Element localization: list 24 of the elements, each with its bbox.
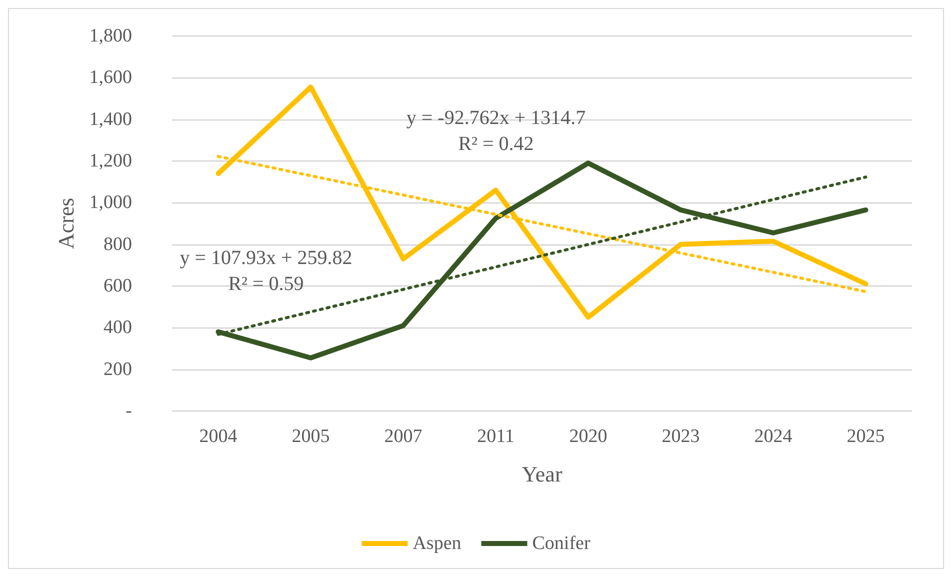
y-tick-label: 600: [104, 276, 132, 296]
x-tick-label: 2020: [569, 426, 608, 447]
x-tick-label: 2007: [384, 426, 422, 447]
annotation: y = 107.93x + 259.82 R² = 0.59: [180, 247, 352, 295]
annotation: y = -92.762x + 1314.7 R² = 0.42: [406, 107, 586, 155]
x-tick-label: 2025: [846, 426, 885, 447]
legend-label: Aspen: [412, 533, 462, 554]
x-tick-label: 2005: [292, 426, 330, 447]
x-tick-label: 2004: [199, 426, 238, 447]
y-tick-label: 1,000: [89, 192, 132, 214]
y-tick-label: 800: [104, 234, 132, 255]
y-tick-label: 1,400: [89, 108, 132, 130]
y-tick-label: 400: [104, 317, 132, 338]
y-tick-label: 200: [104, 358, 132, 380]
y-tick-label: 1,200: [89, 150, 132, 172]
x-axis-title: Year: [522, 462, 563, 486]
y-tick-label: 1,800: [89, 26, 132, 46]
legend-label: Conifer: [532, 533, 591, 554]
x-tick-label: 2024: [754, 426, 793, 447]
y-tick-label: 1,600: [89, 67, 132, 88]
y-tick-label: -: [126, 400, 132, 422]
y-axis-title: Acres: [54, 198, 78, 250]
x-tick-label: 2011: [477, 426, 514, 447]
x-tick-label: 2023: [662, 426, 700, 447]
